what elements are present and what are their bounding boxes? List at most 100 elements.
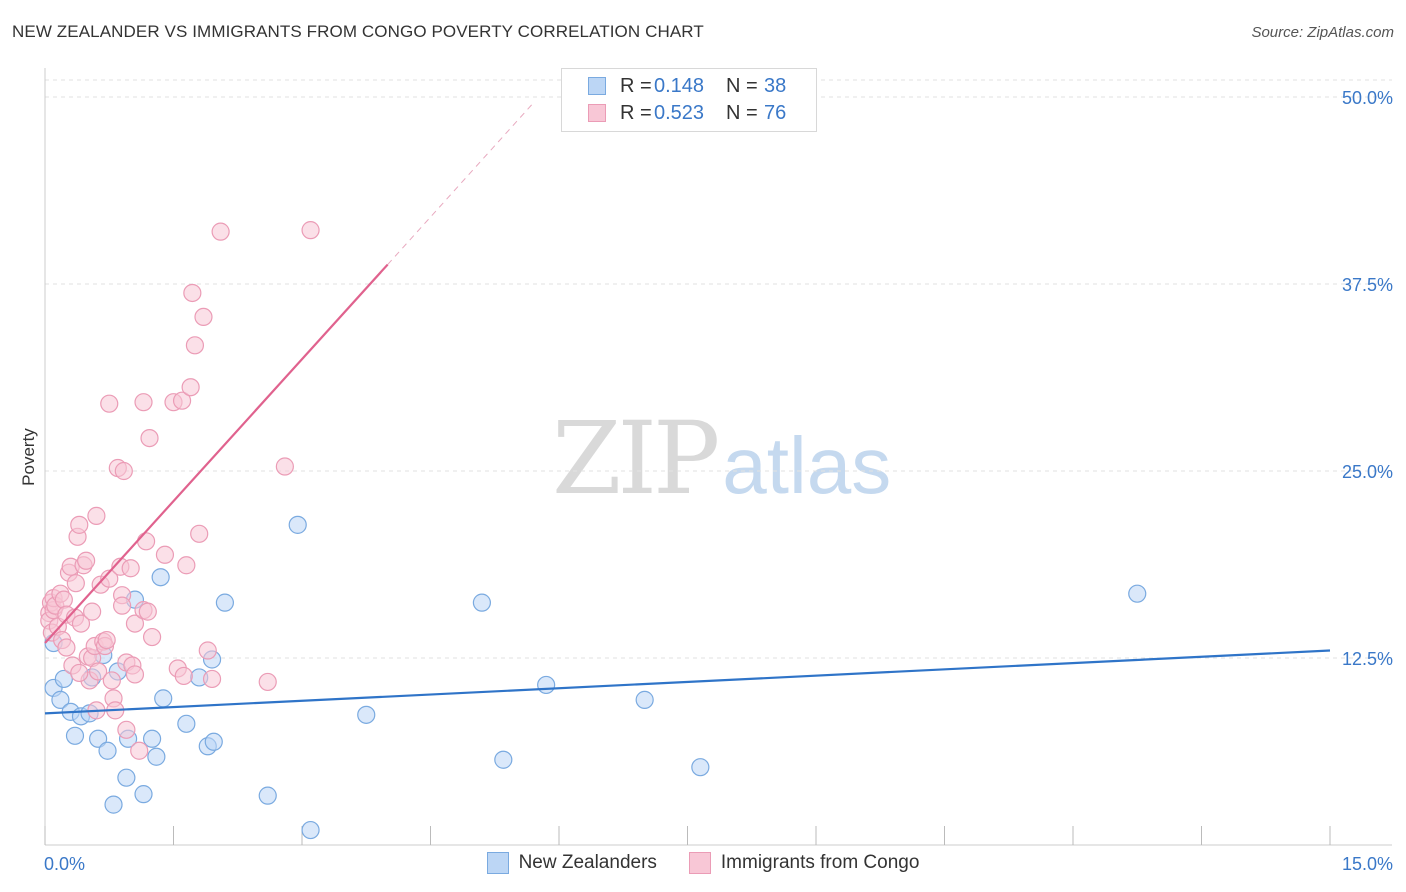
new-zealander-point xyxy=(691,758,710,777)
pink-swatch xyxy=(588,104,606,122)
new-zealander-point xyxy=(104,795,123,814)
new-zealander-point xyxy=(357,705,376,724)
new-zealander-point xyxy=(51,690,70,709)
chart-title: NEW ZEALANDER VS IMMIGRANTS FROM CONGO P… xyxy=(12,22,704,41)
zipatlas-watermark: ZIPatlas xyxy=(552,400,891,517)
congo-point xyxy=(114,461,133,481)
congo-point xyxy=(102,671,121,690)
legend-label: New Zealanders xyxy=(518,852,657,873)
new-zealander-point xyxy=(204,732,223,751)
congo-point xyxy=(77,551,96,570)
congo-point xyxy=(194,307,213,327)
blue-swatch xyxy=(486,852,509,874)
new-zealander-point xyxy=(147,747,166,766)
legend-label: Immigrants from Congo xyxy=(720,852,920,873)
new-zealander-point xyxy=(472,593,491,612)
congo-point xyxy=(117,720,136,739)
legend-row-new-zealanders: R = 0.148 N = 38 xyxy=(588,74,836,98)
n-label: N = xyxy=(726,74,758,97)
new-zealander-point xyxy=(258,786,277,805)
congo-point xyxy=(275,457,294,476)
congo-point xyxy=(125,665,145,684)
new-zealander-point xyxy=(117,768,136,787)
new-zealander-point xyxy=(537,675,556,695)
congo-point xyxy=(202,669,222,689)
congo-point xyxy=(70,515,89,534)
congo-point xyxy=(134,393,153,412)
congo-point xyxy=(121,559,140,578)
new-zealander-point xyxy=(154,689,173,708)
congo-point xyxy=(172,391,192,410)
congo-point xyxy=(198,641,217,660)
new-zealander-point xyxy=(98,741,117,760)
r-value: 0.523 xyxy=(654,101,705,124)
correlation-legend: R = 0.148 N = 38 R = 0.523 N = 76 xyxy=(561,68,817,132)
new-zealander-point xyxy=(301,820,320,840)
congo-point xyxy=(112,596,132,615)
congo-point xyxy=(183,283,202,303)
watermark-atlas: atlas xyxy=(722,421,892,510)
congo-point xyxy=(211,222,230,241)
trend-line-0 xyxy=(44,649,1331,715)
new-zealander-point xyxy=(89,729,108,748)
congo-point xyxy=(174,666,193,686)
new-zealander-point xyxy=(142,729,162,748)
y-axis-label: Poverty xyxy=(19,428,38,486)
new-zealander-point xyxy=(288,515,307,534)
congo-point xyxy=(125,614,145,633)
congo-point xyxy=(89,662,108,681)
congo-point xyxy=(258,672,277,692)
y-tick-label: 12.5% xyxy=(1342,649,1393,669)
congo-point xyxy=(57,638,76,657)
congo-point xyxy=(177,556,196,575)
n-label: N = xyxy=(726,101,758,124)
congo-point xyxy=(190,524,209,543)
congo-point xyxy=(100,394,119,413)
congo-point xyxy=(71,614,91,633)
new-zealander-point xyxy=(54,669,73,689)
blue-swatch xyxy=(588,77,606,95)
series-legend: New Zealanders Immigrants from Congo xyxy=(0,852,1406,874)
congo-point xyxy=(181,378,200,397)
legend-item-congo[interactable]: Immigrants from Congo xyxy=(688,852,920,874)
new-zealander-point xyxy=(151,568,170,587)
congo-point xyxy=(138,602,157,621)
r-label: R = xyxy=(620,101,652,124)
x-tick-label-min: 0.0% xyxy=(44,854,85,874)
pink-swatch xyxy=(688,852,711,874)
congo-point xyxy=(97,630,116,650)
new-zealander-point xyxy=(1128,584,1147,603)
n-value: 38 xyxy=(764,74,787,97)
r-label: R = xyxy=(620,74,652,97)
congo-point xyxy=(100,569,119,588)
congo-point xyxy=(185,336,205,355)
congo-point xyxy=(70,663,89,683)
new-zealander-point xyxy=(134,785,153,804)
trend-line-1 xyxy=(44,263,389,644)
congo-point xyxy=(87,506,106,525)
new-zealander-point xyxy=(215,593,234,612)
n-value: 76 xyxy=(764,101,787,124)
y-tick-label: 37.5% xyxy=(1342,275,1393,295)
congo-point xyxy=(66,574,85,593)
congo-point xyxy=(136,532,156,551)
legend-row-congo: R = 0.523 N = 76 xyxy=(588,101,836,125)
congo-point xyxy=(83,602,102,621)
new-zealander-point xyxy=(177,714,196,733)
congo-point xyxy=(54,590,73,609)
y-tick-label: 50.0% xyxy=(1342,88,1393,108)
congo-point xyxy=(142,627,162,647)
source-label: Source: ZipAtlas.com xyxy=(1251,24,1394,41)
congo-point xyxy=(155,545,175,564)
congo-point xyxy=(140,428,159,448)
watermark-zip: ZIP xyxy=(552,400,720,517)
congo-point xyxy=(130,741,149,760)
new-zealander-point xyxy=(635,690,654,709)
trend-line-extension-1 xyxy=(387,102,534,265)
legend-item-new-zealanders[interactable]: New Zealanders xyxy=(486,852,657,874)
y-tick-label: 25.0% xyxy=(1342,462,1393,482)
r-value: 0.148 xyxy=(654,74,705,97)
new-zealander-point xyxy=(65,726,85,745)
new-zealander-point xyxy=(494,750,513,769)
